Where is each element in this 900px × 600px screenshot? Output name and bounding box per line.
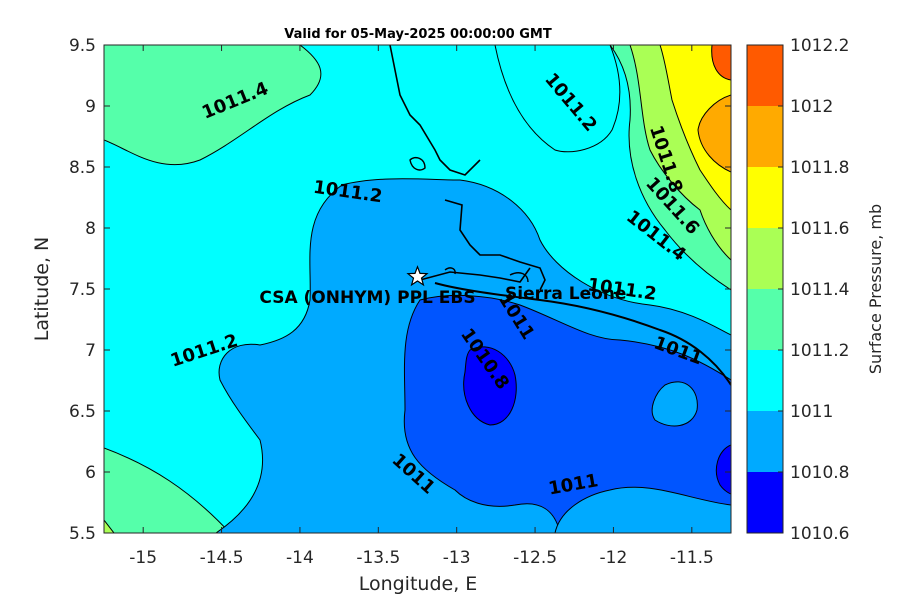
colorbar-tick-label: 1011.8 bbox=[790, 158, 849, 178]
y-tick-label: 7 bbox=[85, 341, 96, 361]
pressure-region-1011.6-sw bbox=[104, 519, 115, 533]
colorbar: 1012.2 1012 1011.8 1011.6 1011.4 1011.2 1011 10… bbox=[746, 36, 849, 544]
colorbar-segment bbox=[747, 228, 783, 289]
coastline bbox=[434, 282, 731, 386]
colorbar-tick-label: 1010.8 bbox=[790, 463, 849, 483]
x-tick-label: -13.5 bbox=[356, 548, 400, 568]
pressure-region-1012-ne bbox=[697, 94, 731, 173]
colorbar-tick-label: 1011.4 bbox=[790, 280, 849, 300]
map-title: Valid for 05-May-2025 00:00:00 GMT bbox=[284, 27, 552, 42]
star-icon bbox=[406, 265, 429, 287]
colorbar-segment bbox=[747, 411, 783, 472]
site-marker: CSA (ONHYM) PPL EBS Sierra Leone bbox=[259, 265, 626, 308]
x-axis-label: Longitude, E bbox=[359, 573, 478, 595]
colorbar-segment bbox=[747, 350, 783, 411]
y-tick-label: 6 bbox=[85, 463, 96, 483]
colorbar-segment bbox=[747, 45, 783, 106]
colorbar-segment bbox=[747, 167, 783, 228]
pressure-region-1011.4-nw bbox=[104, 45, 322, 166]
x-tick-label: -14.5 bbox=[200, 548, 244, 568]
colorbar-tick-label: 1010.6 bbox=[790, 524, 849, 544]
y-tick-label: 7.5 bbox=[69, 280, 96, 300]
pressure-region-1012.2-ne bbox=[711, 45, 731, 81]
x-tick-label: -11.5 bbox=[670, 548, 714, 568]
site-label: CSA (ONHYM) PPL EBS bbox=[259, 288, 475, 308]
y-tick-label: 8.5 bbox=[69, 158, 96, 178]
country-label: Sierra Leone bbox=[505, 284, 626, 304]
x-tick-label: -12.5 bbox=[513, 548, 557, 568]
colorbar-segment bbox=[747, 106, 783, 167]
y-tick-label: 9 bbox=[85, 97, 96, 117]
pressure-region-1010.6-a bbox=[463, 346, 517, 426]
x-tick-label: -14 bbox=[286, 548, 314, 568]
colorbar-tick-label: 1011.2 bbox=[790, 341, 849, 361]
x-axis-ticks: -15 -14.5 -14 -13.5 -13 -12.5 -12 -11.5 bbox=[129, 45, 714, 568]
y-axis-ticks: 9.5 9 8.5 8 7.5 7 6.5 6 5.5 bbox=[69, 36, 731, 544]
colorbar-label: Surface Pressure, mb bbox=[866, 204, 885, 374]
y-tick-label: 6.5 bbox=[69, 402, 96, 422]
pressure-region-1011.0-south-bay bbox=[554, 486, 731, 533]
colorbar-tick-label: 1011 bbox=[790, 402, 833, 422]
x-tick-label: -12 bbox=[600, 548, 628, 568]
map-plot-area bbox=[104, 45, 731, 533]
colorbar-segment-bottom bbox=[747, 472, 783, 533]
pressure-region-1011.8-ne bbox=[659, 45, 731, 211]
pressure-region-1011.0-north bbox=[494, 45, 621, 153]
colorbar-tick-label: 1011.6 bbox=[790, 219, 849, 239]
pressure-region-1010.6-c bbox=[716, 444, 731, 495]
coast-islands bbox=[409, 156, 529, 283]
colorbar-segment bbox=[747, 289, 783, 350]
pressure-region-1010.6-b bbox=[651, 381, 698, 427]
x-tick-label: -13 bbox=[443, 548, 471, 568]
colorbar-tick-label: 1012.2 bbox=[790, 36, 849, 56]
sierra-leone-border bbox=[389, 45, 546, 291]
y-tick-label: 8 bbox=[85, 219, 96, 239]
y-tick-label: 9.5 bbox=[69, 36, 96, 56]
x-tick-label: -15 bbox=[129, 548, 157, 568]
y-tick-label: 5.5 bbox=[69, 524, 96, 544]
y-axis-label: Latitude, N bbox=[31, 237, 53, 342]
colorbar-tick-label: 1012 bbox=[790, 97, 833, 117]
